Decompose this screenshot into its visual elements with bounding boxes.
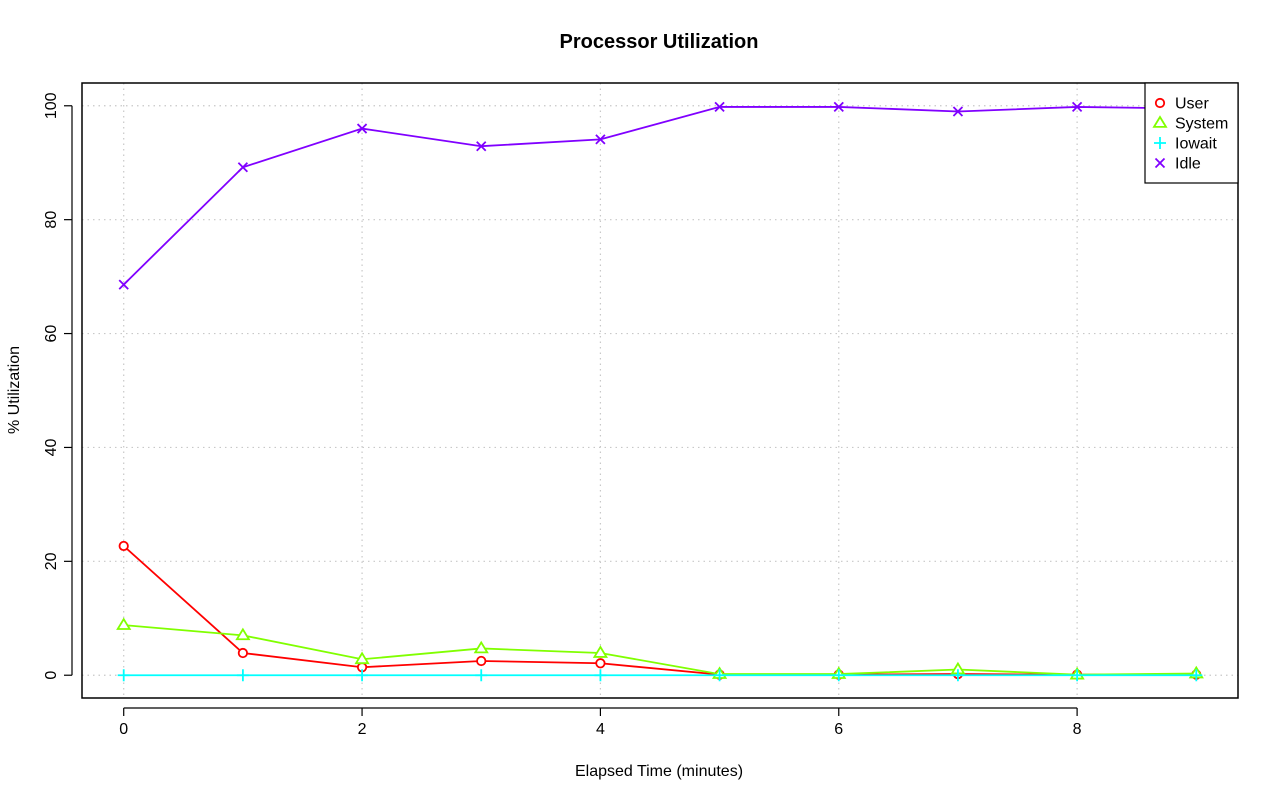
data-point-iowait [1190,669,1203,682]
legend-marker-idle [1154,157,1166,169]
data-point-iowait [236,669,249,682]
plot-frame [81,82,1239,699]
y-tick-label: 80 [43,211,60,229]
legend-marker-system [1152,115,1168,128]
data-point-idle [118,279,129,290]
x-tick-label: 4 [596,721,605,738]
chart-title: Processor Utilization [560,31,759,53]
legend-item-system: System [1152,115,1228,133]
data-point-system [116,617,132,630]
legend-label-user: User [1175,96,1209,113]
data-point-iowait [1071,669,1084,682]
y-axis-label: % Utilization [6,346,23,434]
data-point-idle [356,123,368,134]
legend-item-idle: Idle [1154,156,1201,173]
data-point-idle [237,162,249,173]
data-point-idle [1071,101,1083,113]
legend-item-iowait: Iowait [1154,136,1217,153]
data-point-user [118,540,129,552]
legend-marker-iowait [1154,137,1166,149]
y-tick-label: 40 [43,438,60,456]
x-tick-label: 8 [1073,721,1082,738]
y-tick-label: 100 [43,92,60,119]
x-tick-label: 6 [834,721,843,738]
legend: User System Iowait Idle [1144,82,1239,184]
legend-label-system: System [1175,116,1228,133]
y-tick-label: 0 [43,671,60,680]
series-line-system [123,624,1197,676]
data-point-iowait [475,669,488,682]
data-point-idle [952,106,964,117]
legend-label-idle: Idle [1175,156,1201,173]
data-point-idle [833,101,844,113]
data-point-idle [595,134,606,145]
data-point-iowait [951,669,964,682]
series-iowait [117,669,1203,682]
data-point-user [237,647,248,659]
legend-item-user: User [1154,96,1209,113]
data-point-iowait [356,669,369,682]
y-tick-label: 60 [43,325,60,343]
data-point-user [476,655,487,667]
x-tick-label: 2 [358,721,367,738]
legend-label-iowait: Iowait [1175,136,1217,153]
data-point-iowait [713,669,726,682]
data-point-user [595,658,606,669]
legend-marker-user [1154,97,1166,109]
data-point-idle [476,141,487,152]
data-point-system [354,651,370,665]
data-point-iowait [832,669,845,682]
data-point-iowait [594,669,607,682]
data-point-system [235,627,251,641]
series-line-idle [123,106,1197,286]
data-point-iowait [117,669,130,682]
y-tick-label: 20 [43,552,60,570]
x-tick-label: 0 [119,721,128,738]
data-point-system [473,640,489,654]
data-point-idle [714,101,725,113]
data-point-system [592,645,609,658]
x-axis-label: Elapsed Time (minutes) [575,763,743,780]
